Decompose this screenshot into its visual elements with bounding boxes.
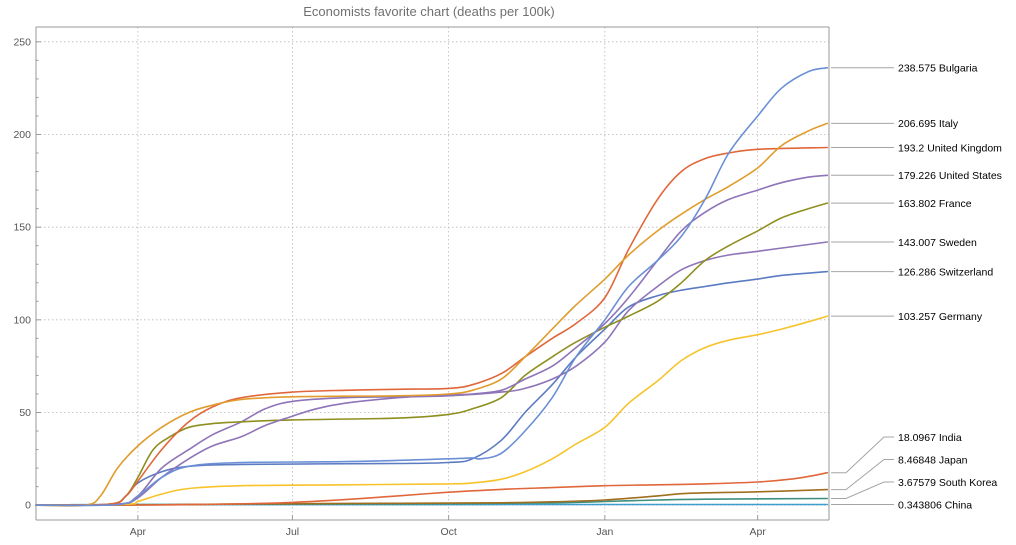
- leader-line-south-korea: [831, 481, 894, 500]
- series-label-japan: 8.46848 Japan: [898, 454, 968, 466]
- series-line-bulgaria: [35, 67, 829, 507]
- series-name: China: [942, 499, 973, 511]
- series-line-germany: [35, 315, 829, 506]
- series-name: United States: [936, 170, 1002, 182]
- series-final-value: 206.695: [898, 118, 936, 130]
- leader-line-india: [831, 436, 894, 474]
- series-final-value: 3.67579: [898, 477, 936, 489]
- series-label-india: 18.0967 India: [898, 432, 962, 444]
- series-line-united-kingdom: [35, 146, 829, 507]
- series-final-value: 193.2: [898, 142, 924, 154]
- x-tick-label: Apr: [130, 526, 147, 538]
- y-tick-label: 50: [19, 407, 31, 419]
- series-name: South Korea: [936, 477, 997, 489]
- x-tick-label: Oct: [440, 526, 456, 538]
- y-tick-label: 250: [13, 36, 31, 48]
- y-tick-label: 150: [13, 222, 31, 234]
- series-label-china: 0.343806 China: [898, 499, 972, 511]
- series-final-value: 179.226: [898, 170, 936, 182]
- series-line-france: [35, 202, 829, 507]
- series-labels: 238.575 Bulgaria 206.695 Italy 193.2 Unite…: [831, 63, 1002, 511]
- series-final-value: 126.286: [898, 266, 936, 278]
- chart-title: Economists favorite chart (deaths per 10…: [303, 4, 554, 19]
- series-lines: [35, 67, 829, 507]
- series-name: France: [936, 198, 972, 210]
- series-final-value: 163.802: [898, 198, 936, 210]
- y-tick-label: 100: [13, 314, 31, 326]
- leader-line-japan: [831, 459, 894, 491]
- series-line-switzerland: [35, 270, 829, 507]
- series-label-sweden: 143.007 Sweden: [898, 237, 977, 249]
- series-line-japan: [35, 488, 829, 506]
- series-name: Germany: [936, 311, 983, 323]
- series-name: Sweden: [936, 237, 977, 249]
- series-name: Switzerland: [936, 266, 993, 278]
- series-line-sweden: [35, 241, 829, 507]
- series-label-united-states: 179.226 United States: [898, 170, 1002, 182]
- series-line-italy: [35, 122, 829, 507]
- gridlines: [36, 27, 829, 520]
- series-label-south-korea: 3.67579 South Korea: [898, 477, 997, 489]
- series-name: United Kingdom: [924, 142, 1002, 154]
- series-final-value: 143.007: [898, 237, 936, 249]
- series-final-value: 103.257: [898, 311, 936, 323]
- series-label-switzerland: 126.286 Switzerland: [898, 266, 993, 278]
- x-tick-label: Jul: [286, 526, 299, 538]
- series-label-france: 163.802 France: [898, 198, 972, 210]
- series-line-united-states: [35, 174, 829, 506]
- x-tick-label: Jan: [596, 526, 613, 538]
- x-tick-label: Apr: [750, 526, 767, 538]
- series-label-united-kingdom: 193.2 United Kingdom: [898, 142, 1002, 154]
- series-final-value: 8.46848: [898, 454, 936, 466]
- series-final-value: 0.343806: [898, 499, 942, 511]
- series-name: Italy: [936, 118, 959, 130]
- series-line-india: [35, 471, 829, 506]
- y-tick-label: 0: [25, 500, 31, 512]
- axes: 0 50 100 150 200 250 Apr Jul Oct Jan Apr: [13, 26, 830, 538]
- series-final-value: 18.0967: [898, 432, 936, 444]
- series-label-bulgaria: 238.575 Bulgaria: [898, 63, 978, 75]
- series-label-germany: 103.257 Germany: [898, 311, 983, 323]
- series-name: Bulgaria: [936, 63, 978, 75]
- series-label-italy: 206.695 Italy: [898, 118, 959, 130]
- y-tick-label: 200: [13, 129, 31, 141]
- series-final-value: 238.575: [898, 63, 936, 75]
- series-name: India: [936, 432, 962, 444]
- series-name: Japan: [936, 454, 968, 466]
